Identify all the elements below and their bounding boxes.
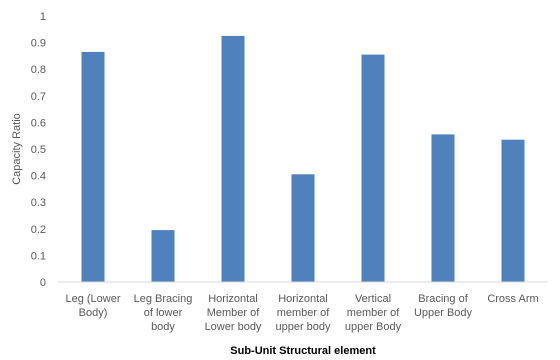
y-tick-label: 0.7: [31, 91, 46, 103]
x-category-label-line: upper Body: [345, 321, 402, 333]
y-tick-label: 0.9: [31, 38, 46, 50]
x-axis-category-labels: Leg (Lower Body) Leg Bracing of lower body Ho…: [65, 293, 538, 333]
x-category-label-line: Lower body: [205, 321, 262, 333]
bar: [291, 174, 315, 282]
y-axis-title: Capacity Ratio: [11, 113, 23, 185]
x-category-label-line: of lower: [144, 307, 183, 319]
y-tick-label: 0.1: [31, 250, 46, 262]
bar: [431, 134, 455, 282]
bar: [81, 51, 105, 283]
y-tick-label: 0: [40, 277, 46, 289]
x-category-label-line: Leg Bracing: [134, 293, 193, 305]
x-category-label: Leg Bracing of lower body: [134, 293, 193, 333]
y-tick-label: 0.4: [31, 171, 46, 183]
y-tick-label: 0.6: [31, 117, 46, 129]
bar: [361, 54, 385, 282]
x-category-label-line: Horizontal: [278, 293, 328, 305]
x-category-label: Cross Arm: [487, 293, 538, 305]
x-category-label-line: Cross Arm: [487, 293, 538, 305]
bar: [151, 230, 175, 282]
x-category-label-line: Upper Body: [414, 307, 473, 319]
x-category-label-line: Horizontal: [208, 293, 258, 305]
x-category-label-line: Body): [79, 307, 108, 319]
x-category-label-line: Bracing of: [418, 293, 468, 305]
bars: [81, 35, 525, 283]
x-category-label-line: Member of: [207, 307, 261, 319]
x-category-label-line: body: [151, 321, 175, 333]
x-category-label-line: Vertical: [355, 293, 391, 305]
x-category-label: Horizontal member of upper body: [275, 293, 331, 333]
y-axis-ticks: 0 0.1 0.2 0.3 0.4 0.5 0.6 0.7 0.8 0.9 1: [31, 11, 46, 289]
y-tick-label: 0.2: [31, 224, 46, 236]
bar: [501, 139, 525, 282]
x-category-label: Leg (Lower Body): [65, 293, 120, 319]
x-category-label-line: Leg (Lower: [65, 293, 120, 305]
bar: [221, 35, 245, 283]
y-tick-label: 0.5: [31, 144, 46, 156]
y-tick-label: 0.3: [31, 197, 46, 209]
x-category-label: Vertical member of upper Body: [345, 293, 402, 333]
y-tick-label: 0.8: [31, 64, 46, 76]
x-category-label-line: member of: [347, 307, 401, 319]
x-category-label: Horizontal Member of Lower body: [205, 293, 262, 333]
x-category-label-line: member of: [277, 307, 331, 319]
x-category-label: Bracing of Upper Body: [414, 293, 473, 319]
y-tick-label: 1: [40, 11, 46, 23]
x-category-label-line: upper body: [275, 321, 331, 333]
x-axis-title: Sub-Unit Structural element: [230, 345, 376, 357]
